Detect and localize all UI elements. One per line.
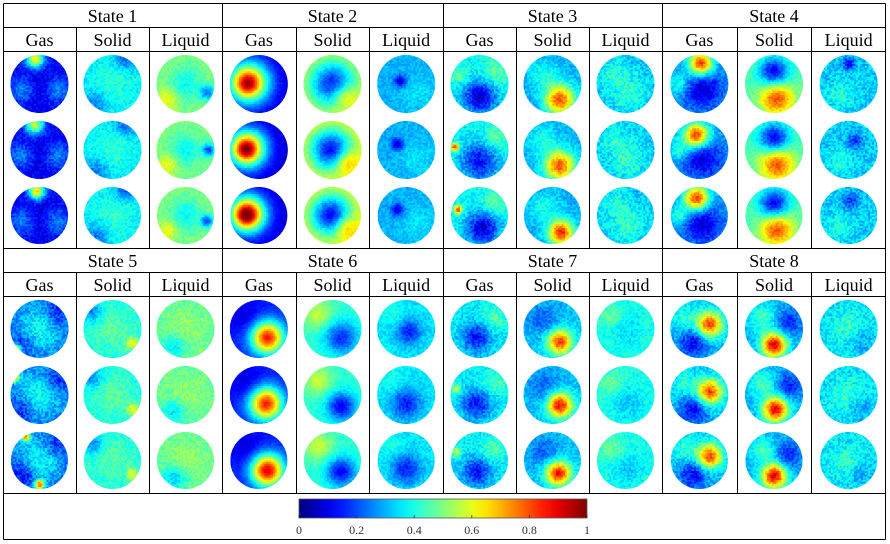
phase-header: Solid	[93, 30, 131, 50]
panel-1: State 1 Gas Solid Liquid	[11, 6, 216, 245]
phase-header: Gas	[26, 30, 54, 50]
state-title: State 1	[88, 6, 138, 26]
tomography-figure: State 1 Gas Solid Liquid State 2 Gas Solid Liqu…	[3, 3, 886, 540]
phase-header: Liquid	[162, 30, 210, 50]
